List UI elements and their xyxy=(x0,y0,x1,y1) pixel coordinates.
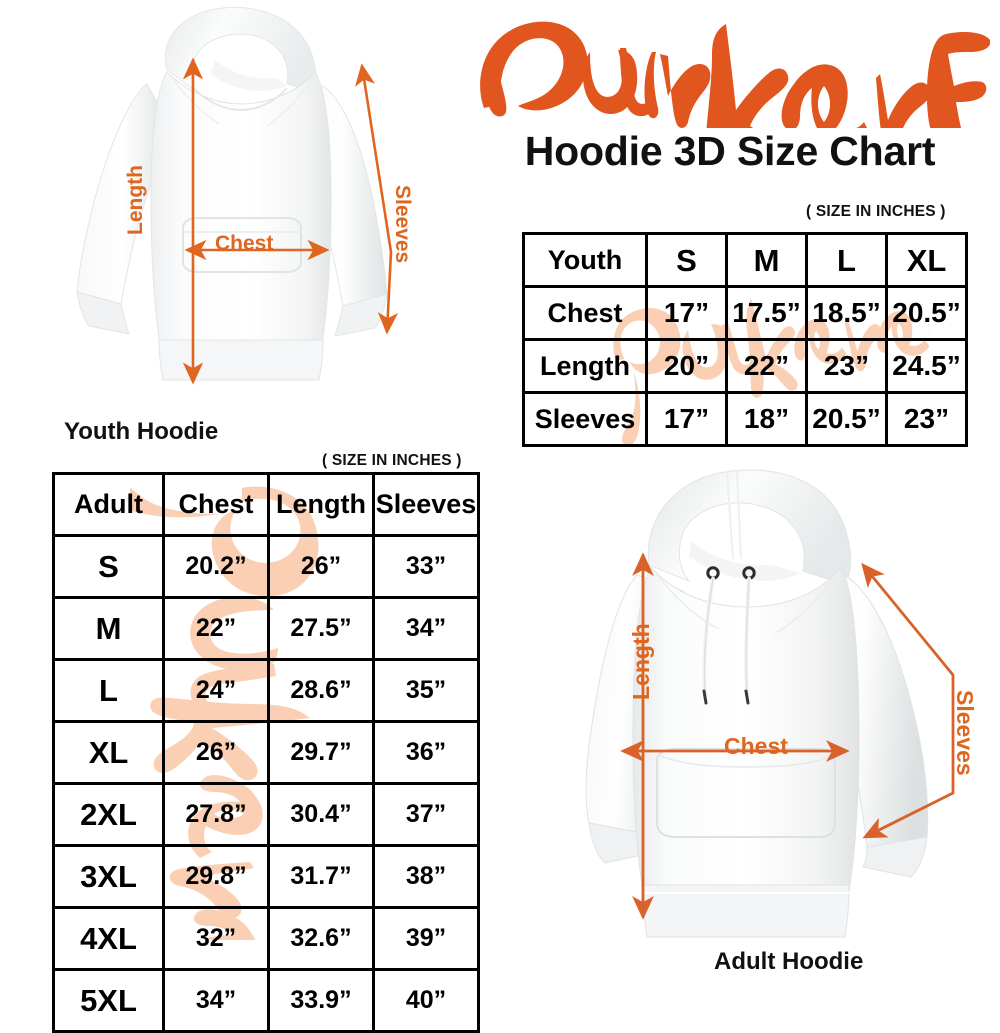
youth-cell-sleeves-m: 18” xyxy=(725,391,808,447)
adult-row-label-5xl: 5XL xyxy=(52,968,165,1033)
adult-cell-s-chest: 20.2” xyxy=(162,534,270,599)
adult-row-label-3xl: 3XL xyxy=(52,844,165,909)
youth-sleeves-label: Sleeves xyxy=(391,185,414,264)
table-row: Sleeves 17” 18” 20.5” 23” xyxy=(522,391,968,447)
table-row: Chest 17” 17.5” 18.5” 20.5” xyxy=(522,285,968,341)
youth-length-label: Length xyxy=(124,165,147,235)
adult-cell-m-sleeves: 34” xyxy=(372,596,480,661)
adult-cell-4xl-sleeves: 39” xyxy=(372,906,480,971)
table-row: 5XL 34” 33.9” 40” xyxy=(52,968,480,1033)
adult-size-unit-note: ( SIZE IN INCHES ) xyxy=(322,452,462,469)
youth-hoodie-caption: Youth Hoodie xyxy=(64,418,219,445)
size-chart-page: Hoodie 3D Size Chart xyxy=(52,0,990,1033)
youth-cell-length-s: 20” xyxy=(645,338,728,394)
youth-cell-sleeves-l: 20.5” xyxy=(805,391,888,447)
youth-cell-sleeves-s: 17” xyxy=(645,391,728,447)
table-row: 2XL 27.8” 30.4” 37” xyxy=(52,782,480,847)
youth-cell-length-l: 23” xyxy=(805,338,888,394)
adult-col-length: Length xyxy=(267,472,375,537)
youth-row-label-length: Length xyxy=(522,338,648,394)
table-row: Length 20” 22” 23” 24.5” xyxy=(522,338,968,394)
adult-corner-label: Adult xyxy=(52,472,165,537)
youth-col-m: M xyxy=(725,232,808,288)
brand-logo xyxy=(470,8,990,128)
table-row-header: Adult Chest Length Sleeves xyxy=(52,472,480,537)
adult-cell-xl-length: 29.7” xyxy=(267,720,375,785)
adult-col-sleeves: Sleeves xyxy=(372,472,480,537)
table-row-header: Youth S M L XL xyxy=(522,232,968,288)
youth-cell-chest-s: 17” xyxy=(645,285,728,341)
adult-cell-4xl-length: 32.6” xyxy=(267,906,375,971)
adult-cell-2xl-length: 30.4” xyxy=(267,782,375,847)
adult-cell-3xl-chest: 29.8” xyxy=(162,844,270,909)
adult-row-label-l: L xyxy=(52,658,165,723)
youth-cell-length-m: 22” xyxy=(725,338,808,394)
adult-cell-m-length: 27.5” xyxy=(267,596,375,661)
youth-row-label-chest: Chest xyxy=(522,285,648,341)
youth-col-l: L xyxy=(805,232,888,288)
adult-row-label-2xl: 2XL xyxy=(52,782,165,847)
adult-chest-label: Chest xyxy=(724,733,788,759)
youth-hoodie-illustration xyxy=(55,0,455,410)
youth-cell-sleeves-xl: 23” xyxy=(885,391,968,447)
table-row: 3XL 29.8” 31.7” 38” xyxy=(52,844,480,909)
adult-cell-s-sleeves: 33” xyxy=(372,534,480,599)
adult-cell-m-chest: 22” xyxy=(162,596,270,661)
youth-chest-label: Chest xyxy=(215,232,274,255)
youth-corner-label: Youth xyxy=(522,232,648,288)
adult-cell-xl-sleeves: 36” xyxy=(372,720,480,785)
youth-size-table: Youth S M L XL Chest 17” 17.5” 18.5” 20.… xyxy=(522,232,968,447)
adult-cell-2xl-sleeves: 37” xyxy=(372,782,480,847)
adult-col-chest: Chest xyxy=(162,472,270,537)
adult-cell-3xl-length: 31.7” xyxy=(267,844,375,909)
adult-cell-5xl-chest: 34” xyxy=(162,968,270,1033)
adult-size-table: Adult Chest Length Sleeves S 20.2” 26” 3… xyxy=(52,472,480,1033)
youth-cell-length-xl: 24.5” xyxy=(885,338,968,394)
youth-size-unit-note: ( SIZE IN INCHES ) xyxy=(806,203,946,220)
table-row: L 24” 28.6” 35” xyxy=(52,658,480,723)
youth-cell-chest-m: 17.5” xyxy=(725,285,808,341)
adult-hoodie-illustration xyxy=(585,455,985,945)
adult-cell-2xl-chest: 27.8” xyxy=(162,782,270,847)
table-row: S 20.2” 26” 33” xyxy=(52,534,480,599)
adult-row-label-s: S xyxy=(52,534,165,599)
adult-hoodie-caption: Adult Hoodie xyxy=(714,948,864,975)
youth-cell-chest-xl: 20.5” xyxy=(885,285,968,341)
adult-cell-l-chest: 24” xyxy=(162,658,270,723)
adult-cell-5xl-length: 33.9” xyxy=(267,968,375,1033)
adult-cell-l-length: 28.6” xyxy=(267,658,375,723)
table-row: M 22” 27.5” 34” xyxy=(52,596,480,661)
adult-length-label: Length xyxy=(628,623,654,700)
adult-cell-xl-chest: 26” xyxy=(162,720,270,785)
adult-cell-l-sleeves: 35” xyxy=(372,658,480,723)
page-title: Hoodie 3D Size Chart xyxy=(524,128,936,174)
youth-col-s: S xyxy=(645,232,728,288)
table-row: 4XL 32” 32.6” 39” xyxy=(52,906,480,971)
youth-row-label-sleeves: Sleeves xyxy=(522,391,648,447)
table-row: XL 26” 29.7” 36” xyxy=(52,720,480,785)
adult-cell-s-length: 26” xyxy=(267,534,375,599)
youth-cell-chest-l: 18.5” xyxy=(805,285,888,341)
adult-row-label-4xl: 4XL xyxy=(52,906,165,971)
adult-row-label-m: M xyxy=(52,596,165,661)
adult-cell-5xl-sleeves: 40” xyxy=(372,968,480,1033)
adult-row-label-xl: XL xyxy=(52,720,165,785)
adult-sleeves-label: Sleeves xyxy=(952,690,978,776)
youth-col-xl: XL xyxy=(885,232,968,288)
adult-cell-4xl-chest: 32” xyxy=(162,906,270,971)
adult-cell-3xl-sleeves: 38” xyxy=(372,844,480,909)
